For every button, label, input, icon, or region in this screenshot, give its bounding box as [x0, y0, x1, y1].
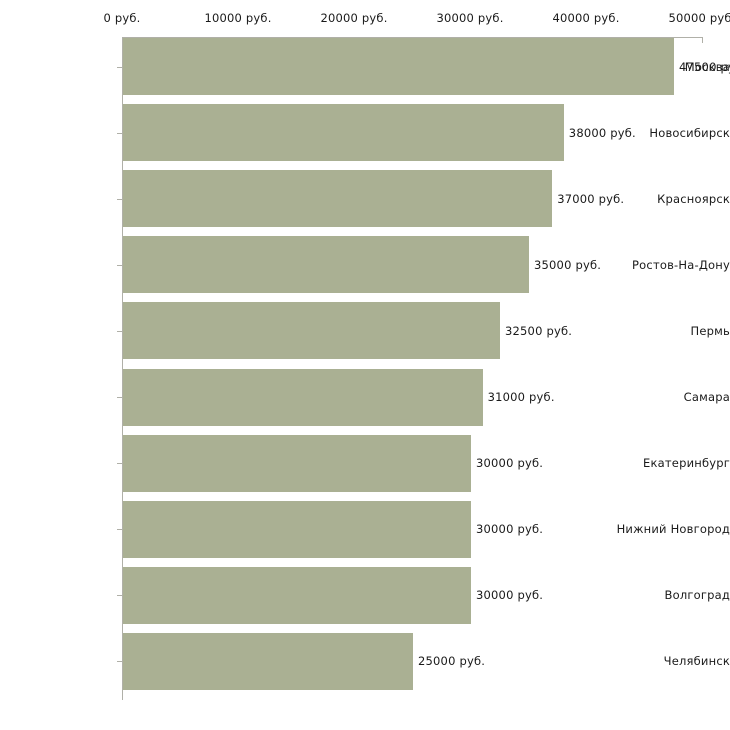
- category-axis-tick: [117, 661, 122, 663]
- category-axis-tick: [117, 264, 122, 266]
- bar: [123, 236, 529, 294]
- value-axis-tick-label: 0 руб.: [103, 11, 141, 25]
- bar-value-label: 30000 руб.: [476, 522, 544, 537]
- category-axis-label: Екатеринбург: [643, 456, 730, 471]
- category-axis-line: [122, 37, 123, 700]
- bar: [123, 368, 483, 426]
- category-axis-tick: [117, 198, 122, 200]
- value-axis-tick-label: 20000 руб.: [320, 11, 388, 25]
- bar: [123, 434, 471, 492]
- category-axis-label: Красноярск: [657, 191, 730, 206]
- category-axis-label: Нижний Новгород: [616, 522, 730, 537]
- bar-value-label: 30000 руб.: [476, 456, 544, 471]
- category-axis-label: Челябинск: [663, 654, 730, 669]
- bar-value-label: 25000 руб.: [418, 654, 486, 669]
- category-axis-label: Волгоград: [664, 588, 730, 603]
- category-axis-label: Ростов-На-Дону: [632, 257, 730, 272]
- bar-value-label: 35000 руб.: [534, 257, 602, 272]
- category-axis-tick: [117, 330, 122, 332]
- category-axis-tick: [117, 66, 122, 68]
- category-axis-tick: [117, 397, 122, 398]
- category-axis-tick: [117, 529, 122, 531]
- bar: [123, 170, 553, 228]
- bar-value-label: 30000 руб.: [476, 588, 544, 603]
- category-axis-label: Пермь: [690, 323, 730, 338]
- bar: [123, 500, 471, 558]
- category-axis-tick: [117, 132, 122, 134]
- category-axis-label: Москва: [684, 59, 730, 74]
- category-axis-label: Новосибирск: [649, 125, 730, 140]
- value-axis-tick-label: 10000 руб.: [204, 11, 272, 25]
- value-axis-tick-label: 30000 руб.: [436, 11, 504, 25]
- bar-value-label: 37000 руб.: [557, 191, 625, 206]
- bar: [123, 38, 674, 95]
- value-axis-tick-label: 40000 руб.: [552, 11, 620, 25]
- value-axis-tick-label: 50000 руб.: [668, 11, 730, 25]
- bar-value-label: 32500 руб.: [505, 323, 573, 338]
- category-axis-tick: [117, 595, 122, 597]
- bar: [123, 566, 471, 624]
- value-axis-tick: [702, 37, 703, 43]
- category-axis-label: Самара: [683, 390, 730, 404]
- bar-value-label: 38000 руб.: [568, 125, 636, 140]
- bar: [123, 104, 564, 162]
- bar: [123, 632, 413, 690]
- bar-value-label: 47500 руб.: [679, 59, 730, 74]
- category-axis-tick: [117, 463, 122, 465]
- bar: [123, 302, 500, 360]
- bar-value-label: 31000 руб.: [487, 390, 555, 404]
- value-axis-line: [122, 37, 702, 38]
